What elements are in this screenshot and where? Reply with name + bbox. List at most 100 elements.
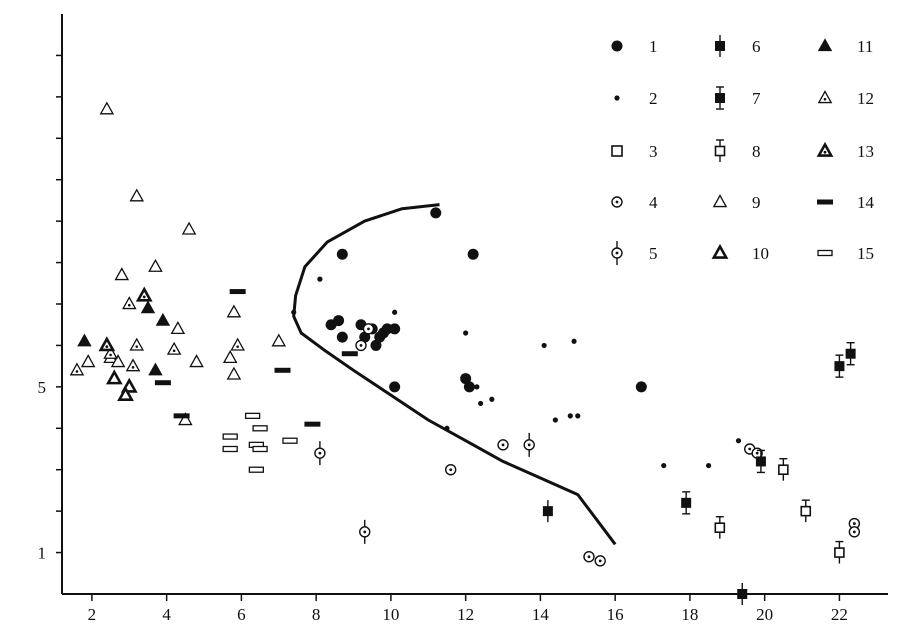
data-point (389, 323, 401, 335)
triangle-shape (140, 300, 156, 314)
center-dot (823, 150, 827, 154)
square-shape (834, 361, 845, 372)
legend-item: 15 (817, 244, 874, 263)
center-dot (109, 353, 112, 357)
x-tick-label: 10 (382, 605, 399, 624)
circle-shape (336, 248, 348, 260)
center-dot (527, 443, 531, 447)
data-point (304, 421, 321, 427)
data-point (474, 384, 480, 390)
center-dot (75, 370, 79, 373)
series-5-filled-square-errorbar (542, 500, 748, 605)
x-tick-label: 20 (756, 605, 773, 624)
triangle-shape (135, 286, 153, 302)
center-dot (105, 345, 109, 349)
dot-shape (614, 95, 620, 101)
triangle-shape (817, 90, 833, 104)
data-point (467, 248, 479, 260)
legend-marker (611, 145, 623, 157)
data-point (583, 551, 595, 563)
data-point (336, 248, 348, 260)
triangle-shape (226, 366, 242, 380)
dot-shape (567, 413, 573, 419)
data-point (110, 354, 126, 368)
circle-shape (460, 373, 472, 385)
circle-shape (389, 381, 401, 393)
data-point (567, 413, 573, 419)
data-point (552, 417, 558, 423)
y-tick-label: 5 (38, 378, 47, 397)
legend-item: 10 (711, 243, 769, 263)
series-3-circle-dot (355, 323, 861, 567)
center-dot (748, 447, 752, 451)
data-point (848, 526, 861, 538)
series-4-circle-dot-errorbar (314, 432, 535, 544)
center-dot (359, 344, 363, 347)
legend-label: 5 (649, 244, 658, 263)
triangle-shape (129, 188, 145, 202)
dot-shape (735, 438, 742, 444)
dot-shape (705, 462, 712, 469)
legend-label: 15 (857, 244, 874, 263)
series-1-filled-circle-large (325, 207, 647, 393)
data-point (460, 373, 472, 385)
data-point (173, 413, 190, 419)
data-point (834, 354, 845, 378)
data-point (661, 462, 667, 469)
center-dot (852, 522, 856, 525)
data-point (594, 555, 606, 567)
data-point (121, 296, 137, 310)
data-point (222, 433, 238, 440)
data-point (178, 412, 193, 426)
legend-label: 11 (857, 37, 873, 56)
square-shape (611, 145, 623, 157)
legend-label: 6 (752, 37, 761, 56)
dot-shape (392, 309, 398, 315)
square-shape (737, 589, 748, 599)
legend-marker (614, 95, 620, 101)
triangle-shape (105, 369, 123, 385)
data-point (274, 367, 291, 373)
data-point (848, 517, 861, 530)
data-point (755, 449, 766, 474)
triangle-shape (155, 312, 171, 326)
dash-shape (817, 199, 833, 205)
data-point (362, 323, 375, 335)
data-point (129, 337, 145, 351)
data-point (542, 500, 553, 523)
data-point (317, 276, 323, 282)
data-point (189, 354, 204, 368)
triangle-shape (711, 243, 729, 259)
triangle-shape (98, 336, 116, 352)
legend-label: 10 (752, 244, 769, 263)
data-point (714, 516, 726, 539)
center-dot (135, 345, 139, 348)
circle-shape (463, 381, 475, 393)
triangle-shape (178, 412, 193, 426)
triangle-shape (148, 362, 163, 376)
triangle-shape (271, 333, 287, 347)
data-point (282, 437, 298, 444)
triangle-shape (80, 354, 96, 368)
data-point (341, 351, 358, 357)
data-point (778, 458, 789, 481)
circle-shape (430, 207, 442, 219)
data-point (463, 381, 475, 393)
data-point (252, 445, 268, 453)
x-tick-label: 18 (681, 605, 698, 624)
triangle-shape (114, 267, 130, 281)
data-point (140, 300, 156, 314)
center-dot (172, 349, 176, 353)
data-point (148, 362, 163, 376)
data-point (541, 342, 547, 349)
legend-marker (817, 38, 833, 52)
legend-item: 12 (817, 89, 874, 108)
center-dot (615, 251, 619, 255)
triangle-shape (125, 358, 141, 372)
data-point (98, 336, 116, 352)
dot-shape (478, 400, 484, 407)
legend-marker (817, 249, 833, 257)
legend-label: 13 (857, 142, 874, 161)
data-point (80, 354, 96, 368)
